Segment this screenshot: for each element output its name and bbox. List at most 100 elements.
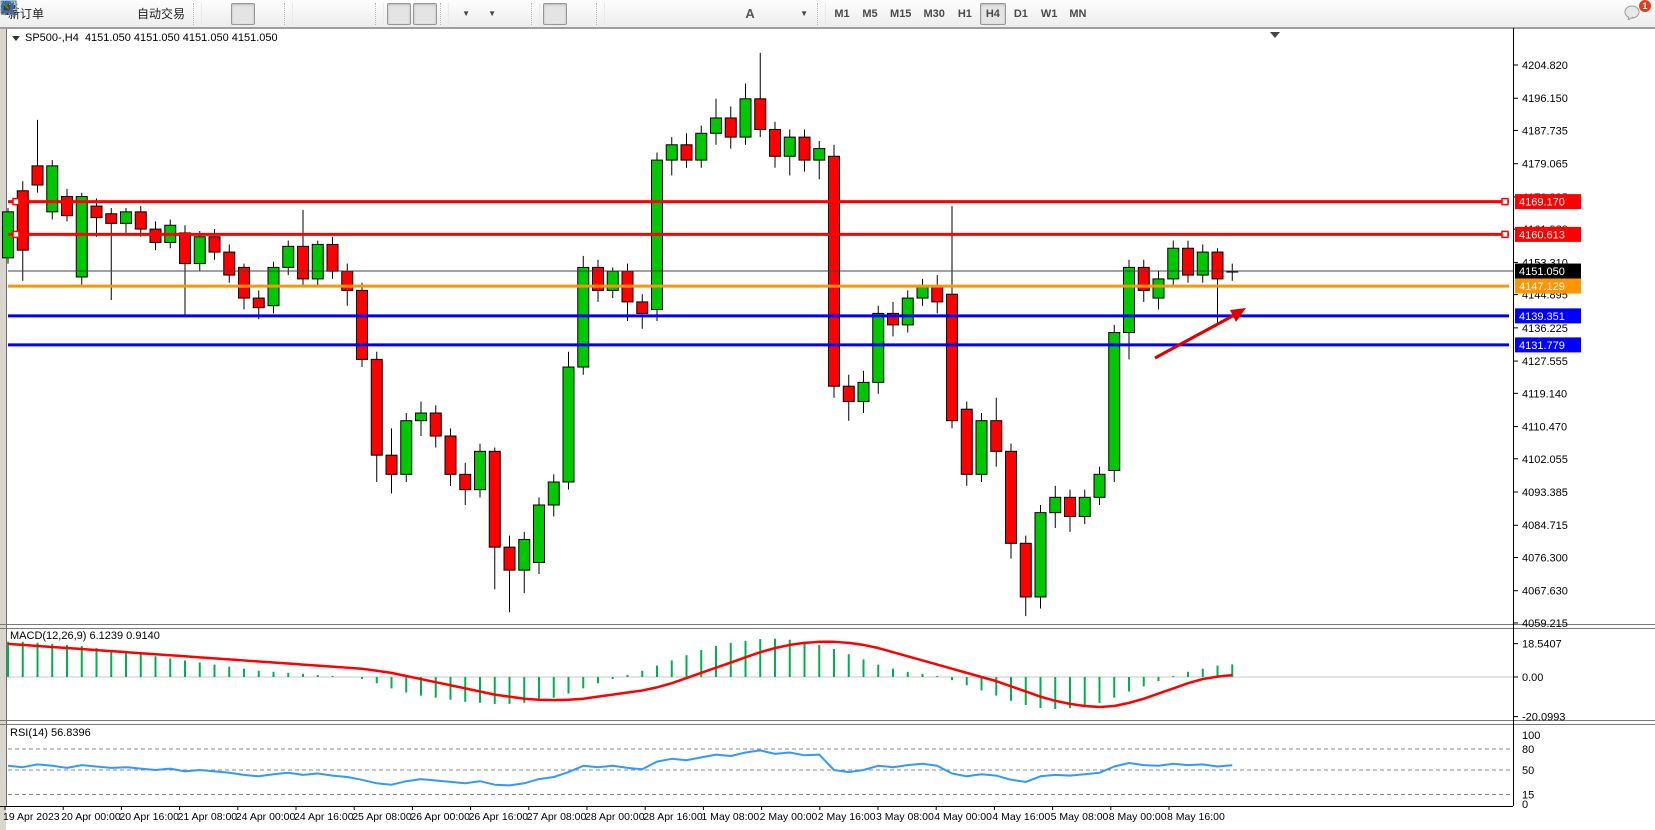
chevron-down-icon: ▼ <box>800 9 808 18</box>
bull-candle <box>562 366 575 483</box>
bear-candle <box>990 420 1003 452</box>
bear-candle <box>1005 450 1017 544</box>
toolbar: 新订单 自动交易 ▼ ▼ E F A T ▼ M1M5M15M30H1H4D1W… <box>0 0 1655 28</box>
price-line-label-bg <box>1515 308 1581 324</box>
trendline-button[interactable] <box>1 2 684 25</box>
price-line-label-bg <box>1515 194 1581 210</box>
timeframe-d1[interactable]: D1 <box>1008 3 1034 25</box>
bear-candle <box>946 293 958 422</box>
fibonacci-button[interactable]: F <box>2 2 736 25</box>
timeframe-h4[interactable]: H4 <box>979 2 1006 25</box>
macd-scale-label: -20.0993 <box>1522 712 1565 724</box>
line-endpoint-marker <box>1501 230 1509 239</box>
time-axis-label: 26 Apr 16:00 <box>469 811 529 823</box>
cursor-button[interactable] <box>3 1 568 25</box>
bear-candle <box>503 546 516 571</box>
bear-candle <box>252 297 265 309</box>
time-axis-label: 24 Apr 16:00 <box>294 811 354 823</box>
price-line-label: 4151.050 <box>1519 266 1565 278</box>
zoom-out-button[interactable] <box>1 1 346 25</box>
timeframe-m1[interactable]: M1 <box>829 3 855 25</box>
timeframe-m5[interactable]: M5 <box>857 3 883 25</box>
bear-candle <box>429 412 442 437</box>
chart-window[interactable]: 4204.8204196.1504187.7354179.0654170.395… <box>0 28 1655 830</box>
price-tick-label: 4093.385 <box>1522 487 1568 499</box>
time-axis-label: 2 May 00:00 <box>760 811 818 823</box>
crosshair-button[interactable] <box>1 1 593 25</box>
tile-windows-button[interactable] <box>1 1 372 25</box>
bull-candle <box>783 136 796 157</box>
annotation-arrow[interactable] <box>1154 310 1241 360</box>
timeframe-m15[interactable]: M15 <box>885 3 916 25</box>
bear-candle <box>326 243 339 272</box>
annotation-arrowhead[interactable] <box>1230 308 1246 322</box>
price-line-label: 4139.351 <box>1519 311 1565 323</box>
signals-button[interactable] <box>0 0 127 25</box>
macd-signal-line <box>7 640 1233 709</box>
add-indicator-button[interactable]: ▼ <box>0 0 476 25</box>
bear-candle <box>931 286 944 303</box>
timeframe-h1[interactable]: H1 <box>952 3 978 25</box>
vertical-line-button[interactable] <box>5 1 632 25</box>
charts-button[interactable] <box>0 0 75 25</box>
time-axis-label: 4 May 16:00 <box>992 811 1050 823</box>
text-button[interactable]: A <box>738 3 762 25</box>
time-axis-label: 3 May 08:00 <box>876 811 934 823</box>
price-tick-label: 4076.300 <box>1522 552 1568 564</box>
price-tick-label: 4084.715 <box>1522 520 1568 532</box>
time-axis-label: 28 Apr 16:00 <box>643 811 703 823</box>
bear-candle <box>592 266 604 291</box>
bear-candle <box>238 266 250 299</box>
bull-candle <box>901 297 914 326</box>
timeframe-m30[interactable]: M30 <box>918 3 949 25</box>
period-button[interactable]: ▼ <box>1 1 502 25</box>
chart-shift-marker[interactable] <box>1270 32 1280 38</box>
template-button[interactable] <box>0 0 528 25</box>
bull-candle <box>1196 251 1209 276</box>
price-tick-label: 4187.735 <box>1522 125 1568 137</box>
chevron-down-icon: ▼ <box>488 9 496 18</box>
timeframe-w1[interactable]: W1 <box>1036 3 1063 25</box>
price-tick-label: 4067.630 <box>1522 586 1568 598</box>
window-left-edge <box>0 28 6 830</box>
notifications-button[interactable]: 1 <box>1623 0 1651 25</box>
bar-chart-button[interactable] <box>1 2 229 25</box>
bull-candle <box>282 245 295 268</box>
auto-scroll-button[interactable] <box>1 2 412 25</box>
search-button[interactable] <box>1 1 1621 25</box>
bear-candle <box>208 236 221 253</box>
bear-candle <box>488 450 501 548</box>
bull-candle <box>1049 496 1062 514</box>
price-tick-label: 4102.055 <box>1522 454 1568 466</box>
time-axis-label: 20 Apr 16:00 <box>119 811 179 823</box>
chevron-down-icon: ▼ <box>462 9 470 18</box>
line-chart-button[interactable] <box>1 2 281 25</box>
chart-shift-button[interactable] <box>1 2 438 25</box>
time-axis-label: 25 Apr 08:00 <box>352 811 412 823</box>
price-line-label-bg <box>1515 278 1581 294</box>
bull-candle <box>415 412 427 422</box>
line-endpoint-marker <box>12 230 20 239</box>
toolbar-separator <box>817 2 827 25</box>
bull-candle <box>75 196 88 278</box>
auto-trading-button[interactable]: 自动交易 <box>1 2 190 25</box>
channel-button[interactable]: E <box>0 1 710 25</box>
candlestick-chart-button[interactable] <box>1 2 256 25</box>
rsi-scale-label: 80 <box>1522 744 1534 756</box>
bear-candle <box>444 435 457 475</box>
arrows-button[interactable]: ▼ <box>2 2 814 25</box>
bull-candle <box>311 243 324 280</box>
macd-scale-label: 0.00 <box>1522 672 1543 684</box>
timeframe-mn[interactable]: MN <box>1064 3 1091 25</box>
zoom-in-button[interactable] <box>1 1 320 25</box>
bear-candle <box>1019 542 1032 598</box>
price-tick-label: 4136.225 <box>1522 323 1568 335</box>
price-line-label-bg <box>1515 263 1581 279</box>
bear-candle <box>297 245 309 280</box>
bull-candle <box>857 381 870 403</box>
text-label-button[interactable]: T <box>0 1 788 25</box>
price-tick-label: 4059.215 <box>1522 618 1568 630</box>
chart-canvas[interactable]: 4204.8204196.1504187.7354179.0654170.395… <box>0 28 1655 830</box>
horizontal-line-button[interactable] <box>1 3 658 25</box>
terminal-button[interactable] <box>0 1 101 25</box>
